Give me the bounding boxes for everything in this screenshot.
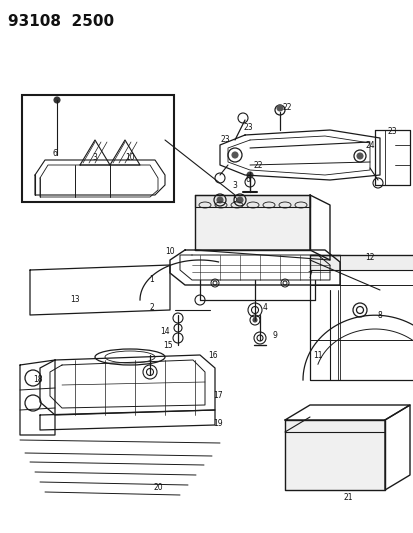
Text: 9: 9 <box>272 332 277 341</box>
Text: 4: 4 <box>262 303 267 311</box>
Text: 10: 10 <box>165 247 174 256</box>
Circle shape <box>231 152 237 158</box>
Text: 23: 23 <box>242 124 252 133</box>
Text: 10: 10 <box>125 152 135 161</box>
Text: 3: 3 <box>232 182 237 190</box>
Circle shape <box>276 105 282 111</box>
Circle shape <box>247 172 252 178</box>
Text: 12: 12 <box>364 254 374 262</box>
Text: 8: 8 <box>377 311 382 319</box>
Polygon shape <box>195 195 309 250</box>
Text: 16: 16 <box>208 351 217 360</box>
Text: 1: 1 <box>149 274 154 284</box>
Text: 23: 23 <box>220 135 229 144</box>
Circle shape <box>216 197 223 203</box>
Polygon shape <box>284 420 384 490</box>
Text: 6: 6 <box>245 175 250 184</box>
Bar <box>195 195 309 207</box>
Text: 24: 24 <box>364 141 374 149</box>
Text: 19: 19 <box>213 418 222 427</box>
Bar <box>22 95 173 202</box>
Text: 20: 20 <box>153 482 162 491</box>
Text: 11: 11 <box>313 351 322 359</box>
Text: 22: 22 <box>282 103 291 112</box>
Circle shape <box>236 197 242 203</box>
Text: 14: 14 <box>160 327 169 336</box>
Circle shape <box>356 153 362 159</box>
Circle shape <box>252 318 256 322</box>
Text: 15: 15 <box>163 341 172 350</box>
Text: 5: 5 <box>232 196 237 205</box>
Text: 21: 21 <box>342 492 352 502</box>
Text: 13: 13 <box>70 295 80 304</box>
Text: 6: 6 <box>52 149 57 157</box>
Text: 17: 17 <box>213 391 222 400</box>
Text: 23: 23 <box>386 127 396 136</box>
Text: 3: 3 <box>93 152 97 161</box>
Polygon shape <box>309 255 413 270</box>
Text: 22: 22 <box>253 160 262 169</box>
Text: 2: 2 <box>149 303 154 311</box>
Circle shape <box>54 97 60 103</box>
Text: 7: 7 <box>307 271 312 279</box>
Text: 93108  2500: 93108 2500 <box>8 14 114 29</box>
Text: 18: 18 <box>33 376 43 384</box>
